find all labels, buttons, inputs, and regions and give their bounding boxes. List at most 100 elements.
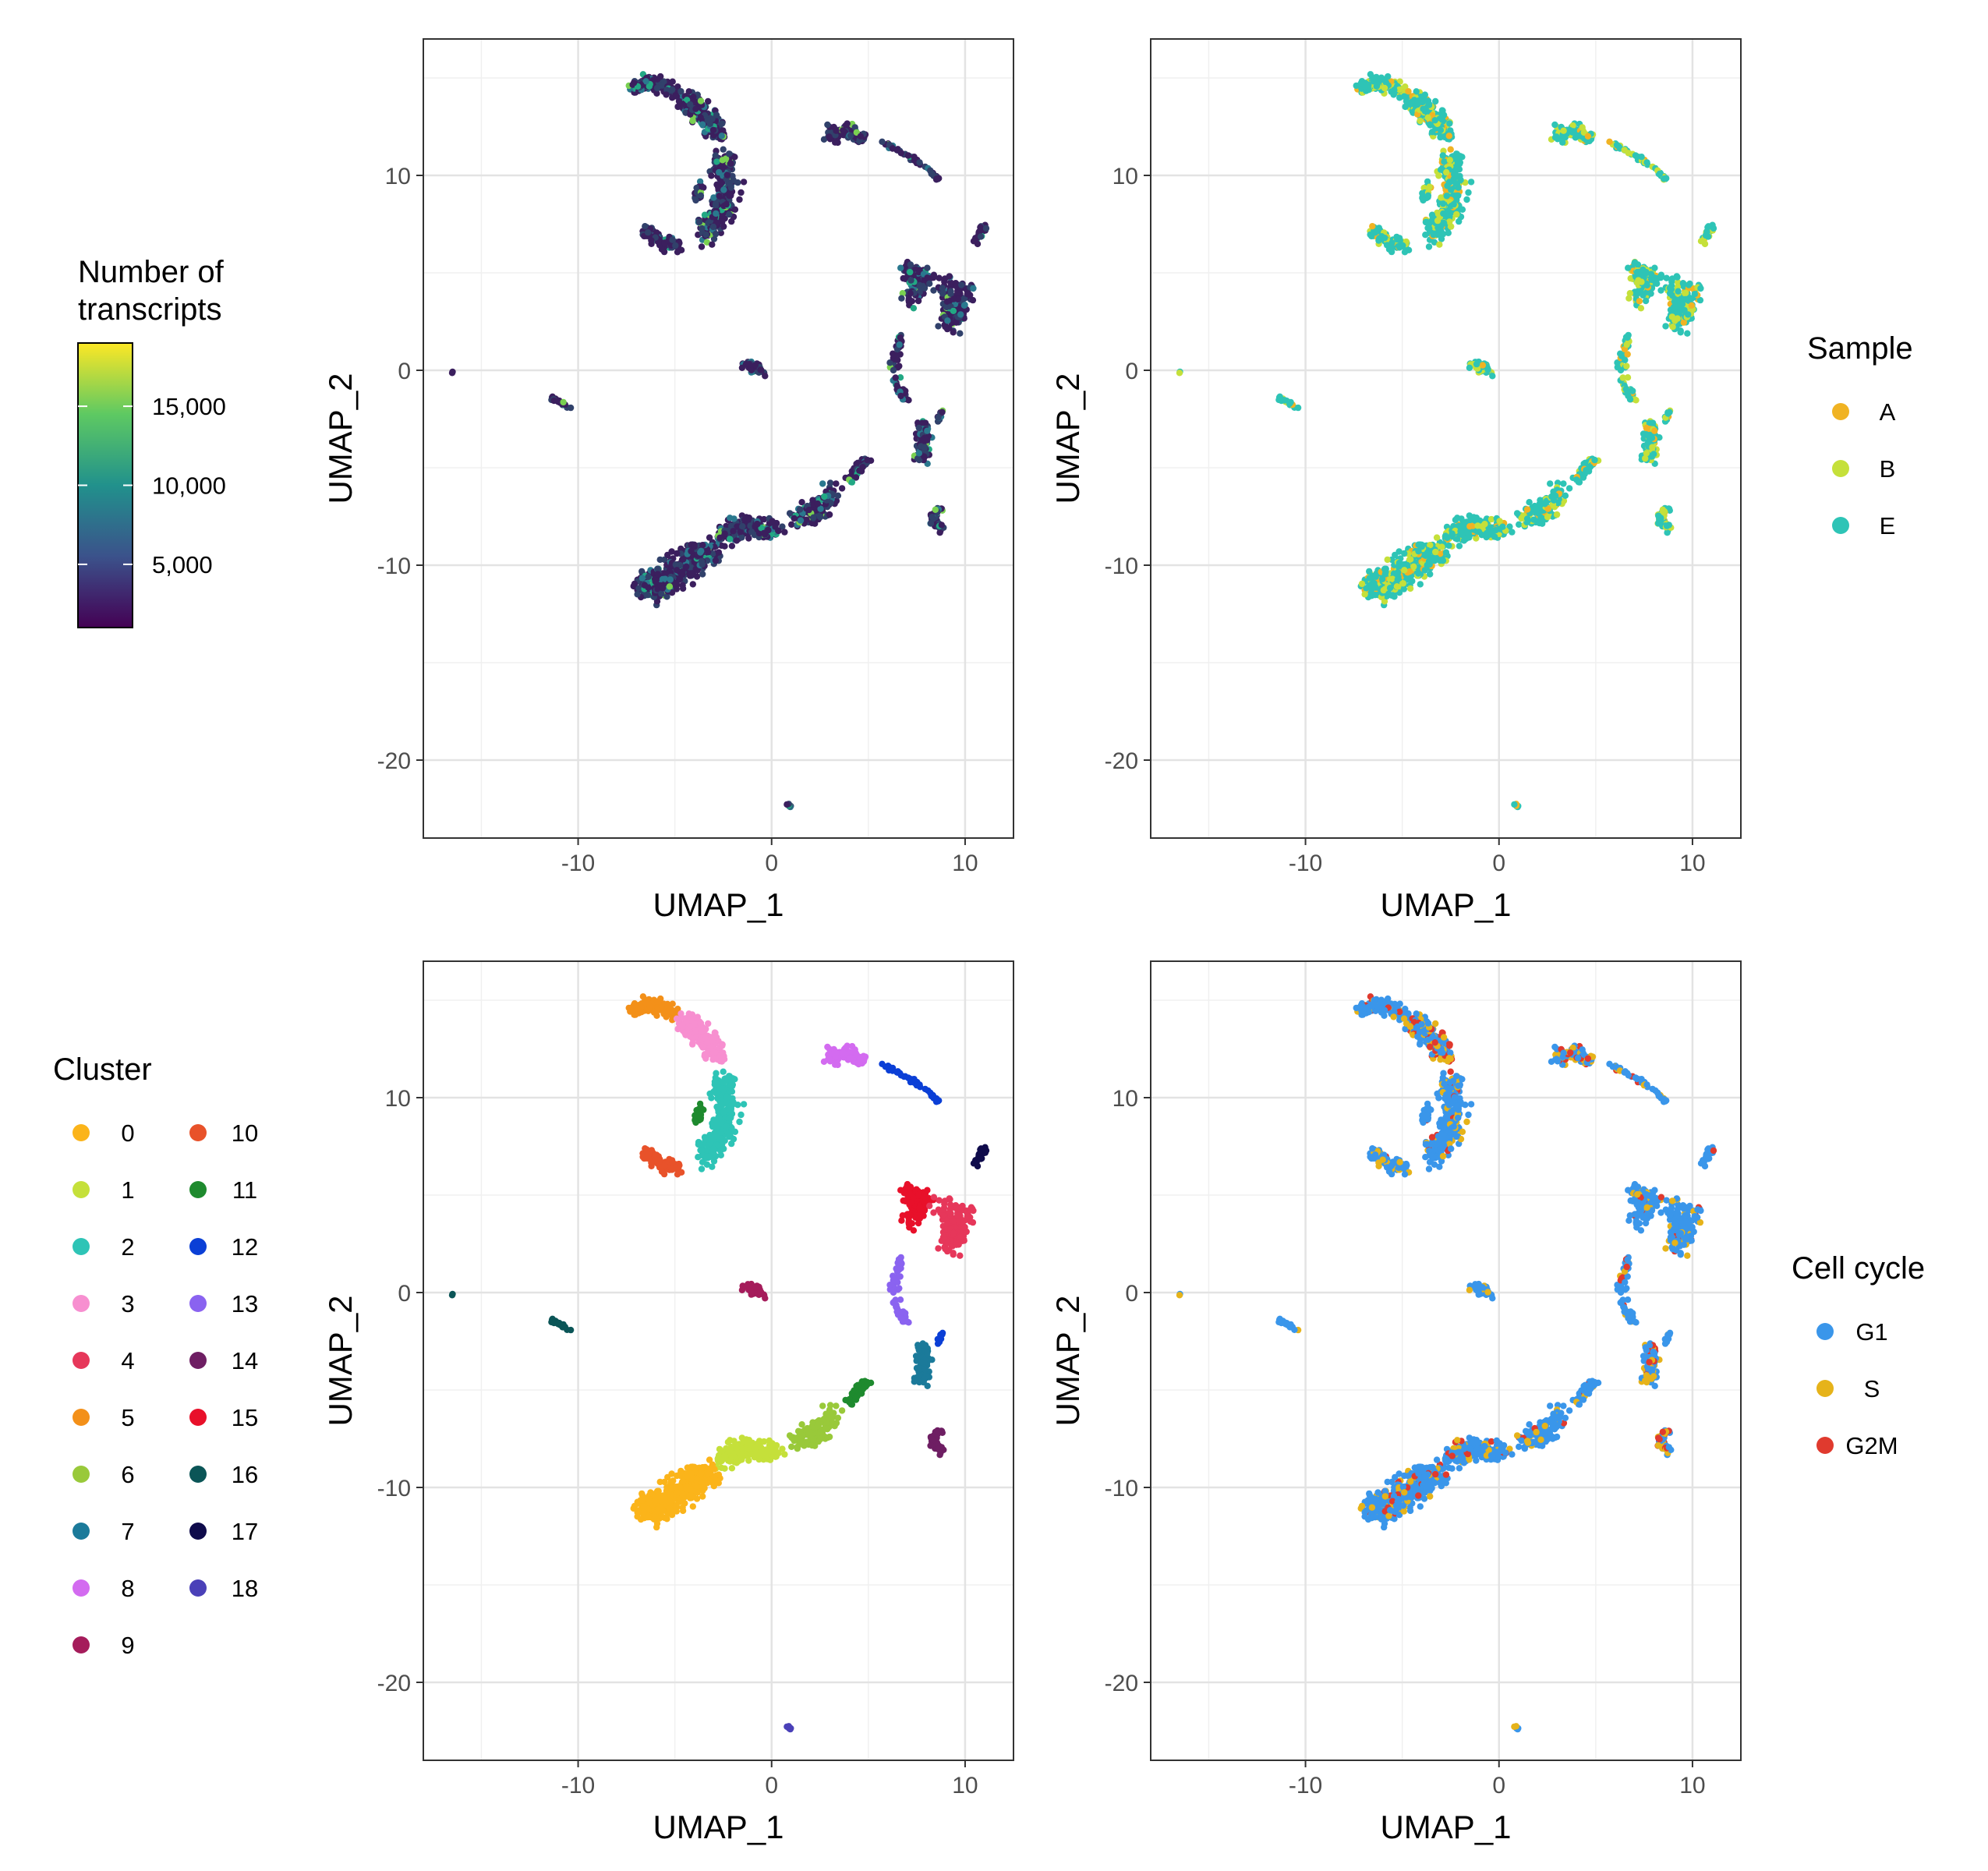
cell-point xyxy=(1392,551,1399,559)
x-axis-title: UMAP_1 xyxy=(1380,886,1511,923)
cell-point xyxy=(679,585,687,592)
cell-point xyxy=(805,506,812,514)
cell-point xyxy=(847,132,854,140)
cell-point xyxy=(1632,152,1640,159)
cell-point xyxy=(1530,516,1537,523)
cell-point xyxy=(1432,97,1439,105)
cell-point xyxy=(1619,374,1626,381)
cell-point xyxy=(810,514,817,521)
cell-point xyxy=(739,523,746,530)
cell-point xyxy=(1420,105,1427,112)
cell-point xyxy=(1675,288,1682,295)
cell-point xyxy=(1636,298,1643,305)
cell-point xyxy=(666,583,674,590)
cell-point xyxy=(1496,518,1503,525)
cell-point xyxy=(692,196,699,204)
cell-point xyxy=(929,514,936,521)
cell-point xyxy=(914,297,922,305)
cell-point xyxy=(695,218,703,225)
cell-point xyxy=(1453,210,1460,218)
cell-point xyxy=(1401,249,1409,256)
cell-point xyxy=(908,298,916,305)
cell-point xyxy=(816,514,824,521)
cell-point xyxy=(674,103,681,111)
cell-point xyxy=(1560,127,1567,134)
cell-point xyxy=(1643,424,1650,432)
cell-point xyxy=(821,493,828,500)
cell-point xyxy=(834,492,842,499)
cell-point xyxy=(1417,117,1424,125)
cell-point xyxy=(921,444,929,451)
cell-point xyxy=(725,150,733,157)
cell-point xyxy=(740,179,748,186)
cell-point xyxy=(653,76,661,83)
cell-point xyxy=(1625,295,1632,302)
cell-point xyxy=(797,517,805,524)
cell-point xyxy=(899,290,907,297)
x-axis-title: UMAP_1 xyxy=(653,886,784,923)
cell-point xyxy=(653,1006,661,1014)
cell-point xyxy=(1637,305,1645,312)
cell-point xyxy=(1430,231,1437,239)
cell-point xyxy=(729,172,736,180)
cell-point xyxy=(1440,210,1447,218)
cell-point xyxy=(1437,223,1445,231)
cell-point xyxy=(938,522,946,529)
cell-point xyxy=(1475,529,1483,536)
cell-point xyxy=(645,573,652,580)
cell-point xyxy=(1459,206,1466,213)
cell-point xyxy=(745,360,753,368)
cell-point xyxy=(709,241,716,248)
cell-point xyxy=(1677,295,1685,302)
cell-point xyxy=(916,281,923,289)
cell-point xyxy=(1562,492,1569,499)
cell-point xyxy=(1400,93,1408,100)
cell-point xyxy=(1467,179,1475,186)
cell-point xyxy=(1451,172,1459,179)
cell-point xyxy=(712,152,719,159)
cell-point xyxy=(1401,567,1408,574)
cell-point xyxy=(1454,515,1461,522)
cell-point xyxy=(954,290,961,297)
cell-point xyxy=(1548,493,1555,500)
cell-point xyxy=(1634,268,1641,276)
cell-point xyxy=(1454,536,1461,543)
cell-point xyxy=(1524,517,1532,524)
cell-point xyxy=(944,317,951,324)
cell-point xyxy=(1456,543,1463,550)
cell-point xyxy=(674,567,681,574)
cell-point xyxy=(786,510,794,517)
cell-point xyxy=(1278,397,1285,405)
cell-point xyxy=(699,561,706,568)
cell-point xyxy=(939,290,946,297)
cell-point xyxy=(1677,329,1684,336)
cell-point xyxy=(664,551,671,559)
cell-point xyxy=(1424,114,1431,121)
cell-point xyxy=(697,114,704,121)
cell-point xyxy=(738,364,746,371)
cell-point xyxy=(1401,550,1408,557)
cell-point xyxy=(1431,117,1438,124)
cell-point xyxy=(752,522,759,530)
cell-point xyxy=(902,387,909,394)
cell-point xyxy=(897,334,904,341)
cell-point xyxy=(697,192,705,199)
cell-point xyxy=(1439,152,1447,159)
cell-point xyxy=(644,229,652,236)
cell-point xyxy=(1420,196,1427,204)
cell-point xyxy=(833,480,840,487)
cell-point xyxy=(1399,561,1407,568)
cell-point xyxy=(699,225,706,232)
cell-point xyxy=(960,302,968,309)
cell-point xyxy=(1436,241,1443,248)
cell-point xyxy=(918,437,925,444)
cell-point xyxy=(1606,138,1613,145)
cell-point xyxy=(904,152,912,159)
y-axis-title: UMAP_2 xyxy=(322,373,359,504)
cell-point xyxy=(1437,126,1445,134)
cell-point xyxy=(719,157,726,164)
y-tick-label: -10 xyxy=(1105,554,1138,579)
cell-point xyxy=(673,93,681,100)
